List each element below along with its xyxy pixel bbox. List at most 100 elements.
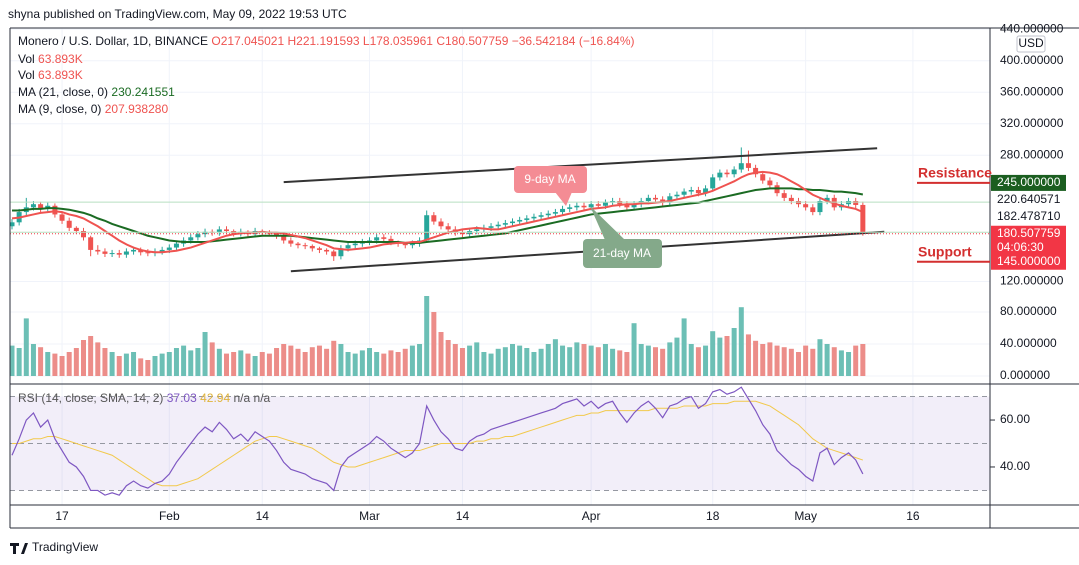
candle-body	[738, 163, 744, 170]
y-tick-label: 400.000000	[1000, 53, 1064, 67]
candle-body	[345, 245, 351, 249]
ma-label: MA (9, close, 0)	[18, 102, 101, 116]
volume-bar	[145, 360, 151, 376]
candle-body	[674, 194, 680, 197]
rsi-tick-label: 60.00	[1000, 412, 1030, 426]
candle-body	[302, 245, 308, 247]
volume-bar	[645, 345, 651, 376]
candle-body	[81, 230, 86, 238]
candle-body	[9, 222, 15, 227]
candle-body	[166, 247, 172, 250]
candle-body	[681, 191, 687, 195]
candle-body	[295, 243, 301, 246]
volume-bar	[309, 347, 315, 376]
volume-bar	[316, 345, 322, 376]
volume-bar	[552, 339, 558, 376]
candle-body	[631, 204, 637, 208]
candle-body	[195, 234, 201, 238]
volume-bar	[595, 347, 601, 376]
volume-bar	[846, 352, 852, 376]
y-tick-label: 280.000000	[1000, 147, 1064, 161]
candle-body	[824, 197, 830, 202]
volume-bar	[266, 353, 272, 376]
volume-bar	[195, 348, 201, 376]
candle-body	[667, 196, 673, 203]
volume-bar	[731, 328, 737, 376]
callout-arrow	[590, 206, 625, 240]
x-tick-label: 16	[906, 509, 920, 523]
candle-body	[853, 201, 859, 205]
volume-bar	[152, 356, 158, 376]
annotation-ma21: 21-day MA	[583, 206, 662, 268]
candle-body	[731, 169, 737, 175]
volume-bar	[674, 337, 680, 376]
candle-body	[695, 190, 701, 194]
volume-bar	[824, 344, 830, 376]
volume-bar	[660, 348, 666, 376]
candle-body	[309, 245, 315, 249]
volume-bar	[109, 352, 115, 376]
countdown: 04:06:30	[997, 240, 1044, 254]
x-tick-label: 18	[706, 509, 720, 523]
x-tick-label: Feb	[159, 509, 180, 523]
y-tick-label: 360.000000	[1000, 84, 1064, 98]
volume-bar	[181, 345, 187, 376]
volume-bar	[245, 353, 251, 376]
volume-bar	[753, 340, 759, 376]
price-badge	[991, 174, 1066, 191]
volume-bar	[359, 350, 365, 376]
candle-body	[145, 252, 151, 254]
x-tick-label: 14	[456, 509, 470, 523]
candle-body	[803, 204, 809, 208]
candle-body	[216, 229, 222, 233]
volume-bar	[138, 358, 144, 376]
published-note: shyna published on TradingView.com, May …	[8, 7, 347, 21]
volume-bar	[102, 348, 108, 376]
candle-body	[617, 201, 623, 205]
candle-body	[510, 221, 515, 224]
candle-body	[495, 224, 501, 227]
volume-bar	[445, 340, 451, 376]
candle-body	[595, 204, 601, 206]
candle-body	[560, 208, 566, 213]
volume-bar	[302, 352, 308, 376]
volume-bar	[9, 345, 15, 376]
high: H221.191593	[287, 34, 359, 48]
logo-text: TradingView	[32, 540, 98, 554]
price-badge-label: 245.000000	[997, 175, 1061, 189]
price-badge-label: 182.478710	[997, 209, 1061, 223]
volume-bar	[567, 347, 573, 376]
candle-body	[624, 204, 630, 208]
y-tick-label: 120.000000	[1000, 274, 1064, 288]
candle-body	[424, 215, 430, 241]
candle-body	[224, 229, 229, 231]
candle-body	[645, 197, 651, 202]
volume-bar	[817, 339, 823, 376]
volume-bar	[831, 347, 837, 376]
candle-body	[796, 201, 801, 205]
candle-body	[524, 218, 530, 220]
volume-bar	[502, 347, 508, 376]
volume-bar	[52, 353, 58, 376]
volume-bar	[560, 345, 566, 376]
candle-body	[517, 219, 523, 222]
volume-bar	[781, 347, 787, 376]
volume-bar	[59, 356, 65, 376]
volume-bar	[452, 344, 458, 376]
volume-bar	[73, 348, 79, 376]
low: L178.035961	[363, 34, 433, 48]
legend-vol: Vol 63.893K	[18, 52, 83, 66]
candle-body	[781, 193, 787, 198]
rsi-line	[11, 386, 864, 496]
candle-body	[324, 249, 330, 252]
logo-icon	[10, 543, 28, 554]
volume-bar	[495, 348, 501, 376]
volume-bar	[724, 336, 730, 376]
ma9-line	[11, 170, 864, 254]
candle-body	[502, 223, 508, 225]
ma21-line	[12, 187, 864, 244]
candle-body	[30, 204, 36, 208]
candle-body	[73, 227, 79, 231]
price-badge-label: 145.000000	[997, 254, 1061, 268]
